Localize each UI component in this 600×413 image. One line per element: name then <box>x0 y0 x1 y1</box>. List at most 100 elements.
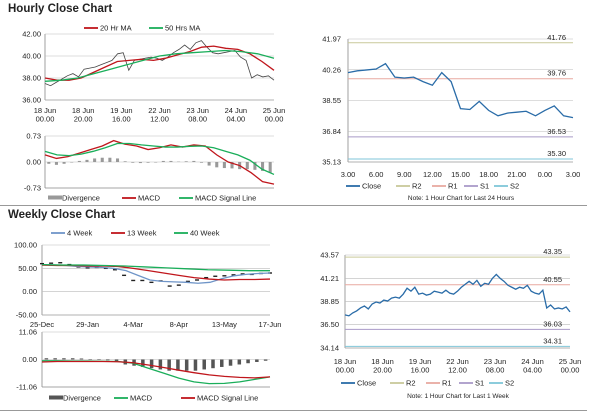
divergence-bar <box>138 162 142 164</box>
legend-label: Divergence <box>62 194 100 203</box>
hourly-macd-chart: 0.73 0.00 -0.73 Divergence MACD MACD Signal L… <box>24 132 275 203</box>
legend-label: R1 <box>448 182 458 191</box>
x-tick-label: 08.00 <box>188 115 207 124</box>
series-50-hrs-ma <box>44 49 275 82</box>
y-tick-label: 40.26 <box>322 65 341 74</box>
legend-swatch <box>48 195 62 200</box>
legend-label: S2 <box>505 379 514 388</box>
divergence-bar <box>161 160 165 162</box>
x-tick-label: 12.00 <box>150 115 169 124</box>
close-marker <box>85 267 90 269</box>
hourly-close-chart-title: Hourly Close Chart <box>8 3 113 15</box>
divergence-bar <box>199 162 204 163</box>
close-marker <box>40 262 44 265</box>
divergence-bar <box>268 162 272 173</box>
x-tick-label: 17-Jun <box>259 320 282 329</box>
close-marker <box>112 269 117 271</box>
divergence-bar <box>253 162 257 170</box>
y-tick-label: -50.00 <box>16 311 37 320</box>
x-tick-label: 3.00 <box>566 170 581 179</box>
x-tick-label: 21.00 <box>507 170 526 179</box>
x-tick-label: 23 Jun <box>186 106 209 115</box>
x-tick-label: 29-Jan <box>76 320 99 329</box>
x-tick-label: 23 Jun <box>484 357 507 366</box>
y-tick-label: 0.00 <box>22 355 37 364</box>
divergence-bar <box>141 359 145 367</box>
divergence-bar <box>53 358 57 360</box>
weekly-macd-chart: 11.06 0.00 -11.06 Divergence MACD MACD Signal… <box>16 328 271 403</box>
x-tick-label: 12.00 <box>423 170 442 179</box>
y-tick-label: 41.97 <box>322 35 341 44</box>
y-tick-label: -11.06 <box>16 383 37 392</box>
x-tick-label: 12.00 <box>448 366 467 375</box>
divergence-bar <box>154 162 158 163</box>
legend-label: R2 <box>406 379 416 388</box>
x-tick-label: 19 Jun <box>110 106 133 115</box>
series-40-week <box>41 263 270 272</box>
divergence-bar <box>149 359 154 369</box>
close-marker <box>222 275 227 277</box>
close-marker <box>195 279 200 281</box>
close-marker <box>231 274 236 276</box>
level-label-s2: 35.30 <box>547 149 566 158</box>
close-marker <box>131 279 136 282</box>
legend-label: MACD Signal Line <box>197 394 258 403</box>
legend-label: Close <box>357 379 376 388</box>
y-tick-label: 11.06 <box>19 328 37 337</box>
divergence-bar <box>70 162 74 163</box>
divergence-bar <box>70 358 75 360</box>
series-macd-signal-line <box>41 360 271 379</box>
x-tick-label: 22 Jun <box>148 106 171 115</box>
divergence-bar <box>47 162 51 164</box>
series-macd-signal-line <box>44 142 275 176</box>
y-tick-label: -0.73 <box>24 184 41 193</box>
level-label-s1: 36.53 <box>547 127 566 136</box>
y-tick-label: 0.00 <box>26 158 41 167</box>
x-tick-label: 04.00 <box>523 366 542 375</box>
x-tick-label: 18 Jun <box>34 106 57 115</box>
divergence-bar <box>62 162 66 164</box>
divergence-bar <box>167 359 171 371</box>
legend-label: S2 <box>510 182 519 191</box>
divergence-bar <box>85 159 89 162</box>
x-tick-label: 00.00 <box>36 115 55 124</box>
series-close <box>344 273 571 317</box>
x-tick-label: 00.00 <box>561 366 580 375</box>
close-marker <box>204 276 209 279</box>
divergence-bar <box>192 160 196 162</box>
x-tick-label: 25-Dec <box>30 320 54 329</box>
x-tick-label: 8-Apr <box>170 320 189 329</box>
legend-label: 13 Week <box>127 229 157 238</box>
x-tick-label: 4-Mar <box>123 320 143 329</box>
divergence-bar <box>261 162 265 171</box>
divergence-bar <box>176 359 180 371</box>
divergence-bar <box>220 359 224 367</box>
divergence-bar <box>211 359 215 369</box>
close-marker <box>140 279 145 282</box>
series-4-week <box>41 263 271 284</box>
x-tick-label: 18 Jun <box>371 357 394 366</box>
note-1-week: Note: 1 Hour Chart for Last 1 Week <box>407 393 509 400</box>
divergence-bar <box>230 162 234 169</box>
x-tick-label: 20.00 <box>74 115 93 124</box>
divergence-bar <box>215 162 219 168</box>
legend-label: 20 Hr MA <box>100 24 132 33</box>
y-tick-label: 100.00 <box>14 241 37 250</box>
level-label-s2: 34.31 <box>543 336 562 345</box>
divergence-bar <box>263 359 268 361</box>
divergence-bar <box>106 359 110 361</box>
series-13-week <box>41 264 271 281</box>
divergence-bar <box>228 359 233 366</box>
y-tick-label: 43.57 <box>320 251 339 260</box>
y-tick-label: 36.00 <box>22 96 41 105</box>
y-tick-label: 38.55 <box>322 96 341 105</box>
divergence-bar <box>184 161 188 162</box>
legend-label: S1 <box>475 379 484 388</box>
section-divider <box>0 205 587 206</box>
x-tick-label: 24 Jun <box>521 357 544 366</box>
weekly-close-chart-title: Weekly Close Chart <box>8 209 116 221</box>
